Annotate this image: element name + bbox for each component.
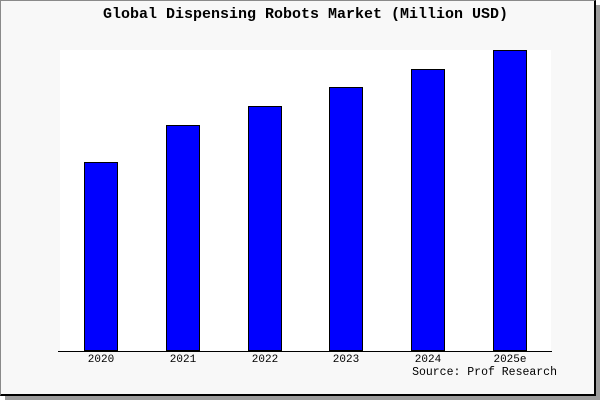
x-tick-label-2025e: 2025e <box>493 354 527 366</box>
x-tick-label-2021: 2021 <box>169 354 197 366</box>
x-axis-line <box>58 351 552 352</box>
x-tick-label-2024: 2024 <box>414 354 442 366</box>
bar-2022 <box>248 106 282 351</box>
x-tick-label-2022: 2022 <box>251 354 279 366</box>
bar-2023 <box>329 87 363 351</box>
bar-2020 <box>84 162 118 351</box>
x-tick-label-2023: 2023 <box>332 354 360 366</box>
bar-2021 <box>166 125 200 351</box>
plot-area <box>60 50 551 351</box>
bar-2024 <box>411 69 445 351</box>
x-tick-label-2020: 2020 <box>87 354 115 366</box>
chart-title: Global Dispensing Robots Market (Million… <box>102 6 509 23</box>
source-attribution: Source: Prof Research <box>412 366 557 379</box>
bar-2025e <box>493 50 527 351</box>
